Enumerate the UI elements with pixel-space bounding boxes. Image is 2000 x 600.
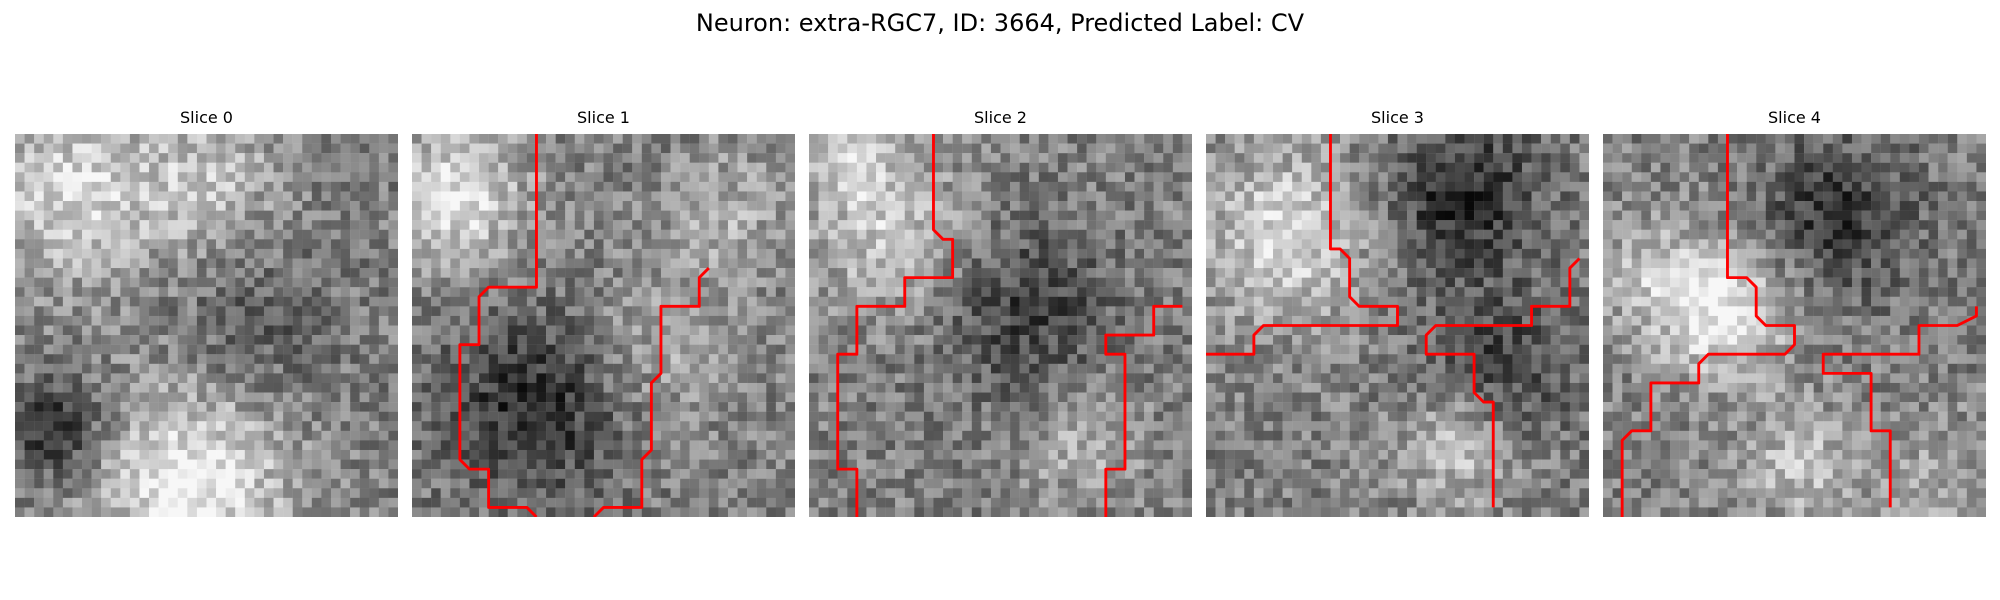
slice-title: Slice 4 <box>1768 108 1821 127</box>
red-boundary-trace <box>1104 304 1183 517</box>
slice-title: Slice 1 <box>577 108 630 127</box>
slice-title: Slice 3 <box>1371 108 1424 127</box>
slice-panel-3: Slice 3 <box>1206 108 1589 517</box>
slice-panel-4: Slice 4 <box>1603 108 1986 517</box>
slice-title: Slice 0 <box>180 108 233 127</box>
red-boundary-trace <box>1424 257 1581 508</box>
slice-panel-2: Slice 2 <box>809 108 1192 517</box>
red-boundary-trace <box>592 267 710 517</box>
slice-panel-0: Slice 0 <box>15 108 398 517</box>
red-boundary-trace <box>1821 306 1978 508</box>
figure-title: Neuron: extra-RGC7, ID: 3664, Predicted … <box>695 9 1305 37</box>
slice-panel-1: Slice 1 <box>412 108 795 517</box>
red-boundary-trace <box>836 134 955 517</box>
red-boundary-trace <box>1206 134 1399 356</box>
slice-title: Slice 2 <box>974 108 1027 127</box>
grayscale-image <box>412 134 795 517</box>
grayscale-image <box>15 134 398 517</box>
grayscale-image <box>1206 134 1589 517</box>
red-boundary-trace <box>1620 134 1796 517</box>
grayscale-image <box>809 134 1192 517</box>
red-boundary-trace <box>458 134 538 517</box>
grayscale-image <box>1603 134 1986 517</box>
